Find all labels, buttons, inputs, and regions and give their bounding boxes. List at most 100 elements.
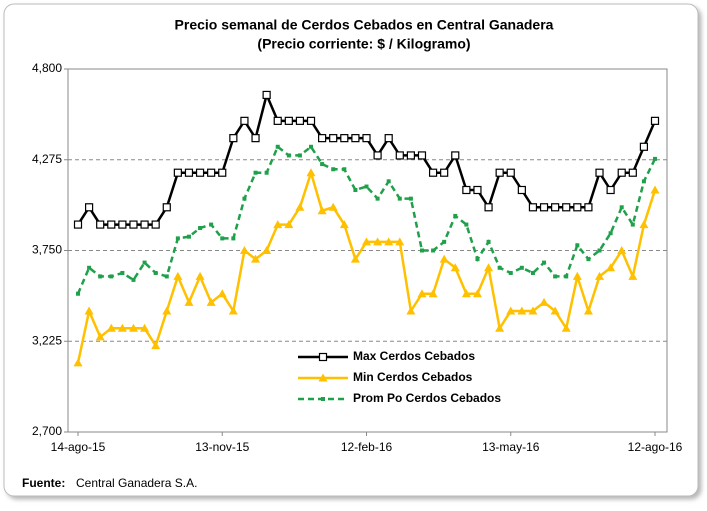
data-point (173, 168, 182, 177)
data-point (353, 188, 358, 192)
data-point (131, 277, 136, 282)
data-point (475, 257, 480, 262)
data-point (562, 203, 571, 212)
data-point (206, 297, 216, 306)
data-point (209, 222, 214, 227)
data-point (586, 257, 591, 262)
x-tick-label: 14-ago-15 (51, 440, 106, 454)
y-tick-label: 4,275 (32, 152, 62, 166)
data-point (550, 306, 560, 315)
data-point (551, 203, 560, 212)
data-point (495, 168, 504, 177)
data-point (218, 168, 227, 177)
data-point (397, 196, 402, 201)
x-tick-label: 13-nov-15 (195, 440, 249, 454)
data-point (597, 248, 602, 253)
data-point (309, 144, 314, 149)
data-point (451, 151, 460, 160)
data-point (384, 134, 393, 143)
data-point (464, 222, 469, 227)
data-point (364, 184, 369, 189)
data-point (87, 265, 92, 270)
data-point (84, 306, 94, 315)
data-point (151, 220, 160, 229)
data-point (329, 134, 338, 143)
legend-label: Min Cerdos Cebados (353, 370, 473, 384)
data-point (118, 220, 127, 229)
data-point (417, 289, 427, 298)
data-point (395, 151, 404, 160)
data-point (608, 231, 613, 236)
data-point (295, 116, 305, 125)
data-point (595, 168, 604, 177)
data-point (386, 179, 391, 184)
data-point (228, 306, 238, 315)
data-point (484, 203, 493, 212)
data-point (583, 306, 593, 315)
legend-label: Prom Po Cerdos Cebados (353, 391, 501, 405)
data-point (453, 213, 458, 218)
data-point (275, 144, 280, 149)
data-point (95, 332, 105, 341)
data-point (84, 203, 94, 212)
data-point (573, 203, 582, 212)
data-point (653, 156, 657, 161)
data-point (495, 323, 505, 332)
data-point (198, 226, 203, 231)
y-tick-label: 3,225 (32, 333, 62, 347)
data-point (508, 270, 513, 275)
data-point (151, 341, 161, 350)
data-point (273, 116, 282, 125)
data-point (450, 263, 460, 272)
data-point (373, 237, 383, 246)
data-point (406, 306, 416, 315)
data-point (408, 196, 413, 201)
data-point (641, 179, 646, 184)
data-point (318, 134, 327, 143)
data-point (350, 254, 360, 263)
data-point (96, 220, 105, 229)
data-point (431, 248, 436, 253)
data-point (320, 162, 325, 167)
data-point (572, 271, 582, 280)
data-point (517, 185, 526, 195)
data-point (262, 246, 272, 254)
data-point (229, 134, 238, 143)
data-point (264, 170, 269, 175)
data-point (251, 254, 261, 263)
data-point (240, 116, 249, 125)
data-point (428, 168, 438, 177)
legend-marker (318, 352, 328, 362)
data-point (109, 274, 114, 279)
data-point (419, 248, 424, 253)
data-point (384, 237, 394, 246)
data-point (251, 134, 260, 143)
data-point (617, 168, 626, 177)
data-point (373, 151, 382, 160)
data-point (530, 270, 535, 275)
data-point (362, 134, 371, 143)
data-point (484, 263, 494, 272)
data-point (617, 246, 627, 254)
data-point (306, 116, 316, 125)
data-point (297, 153, 302, 158)
data-point (528, 203, 538, 212)
data-point (162, 306, 172, 315)
data-point (595, 271, 605, 280)
data-point (162, 203, 171, 212)
data-point (140, 323, 150, 332)
data-point (106, 323, 116, 332)
data-point (606, 263, 616, 272)
data-point (428, 289, 438, 298)
data-point (129, 220, 138, 229)
data-point (128, 323, 138, 332)
data-point (195, 168, 205, 177)
data-point (497, 265, 502, 270)
data-point (628, 271, 638, 280)
data-point (331, 167, 336, 172)
data-point (564, 274, 569, 279)
data-point (217, 289, 227, 298)
data-point (506, 168, 515, 177)
